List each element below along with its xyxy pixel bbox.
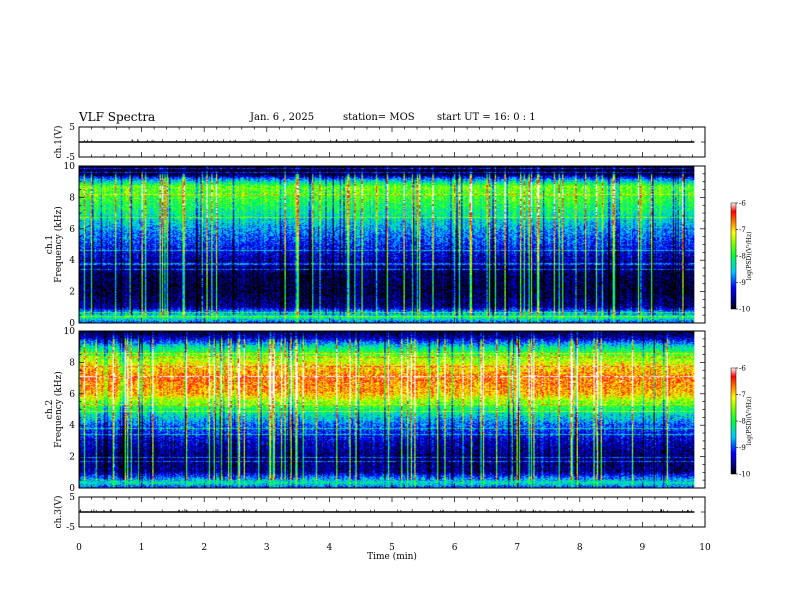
ch2-spectrogram-ytick-label: 8 — [69, 358, 75, 368]
ch1-waveform-ytick-label: 5 — [69, 123, 75, 133]
ch2-spectrogram-colorbar-tick-label: -7 — [739, 391, 746, 399]
ch1-spectrogram-ytick-label: 8 — [69, 193, 75, 203]
time-axis-tick-label: 0 — [76, 543, 82, 553]
date-label: Jan. 6 , 2025 — [250, 112, 315, 123]
ch1-spectrogram-colorbar-tick-label: -9 — [739, 279, 746, 287]
ch2-spectrogram-colorbar-tick-label: -8 — [739, 418, 746, 426]
ch1-waveform-ytick-label: -5 — [66, 153, 75, 163]
ch1-spectrogram-colorbar-tick-label: -8 — [739, 253, 746, 261]
figure-title: VLF Spectra — [79, 110, 156, 124]
ch1-spectrogram-colorbar-tick-label: -10 — [739, 306, 750, 314]
ch2-spectrogram-colorbar — [730, 367, 737, 475]
time-axis-tick-label: 4 — [327, 543, 333, 553]
ch1-waveform-ylabel: ch.1(V) — [53, 126, 64, 159]
ch2-spectrogram-ytick-label: 4 — [69, 421, 75, 431]
ch2-spectrogram-colorbar-tick-label: -10 — [739, 471, 750, 479]
ch1-spectrogram-ytick-label: 0 — [69, 319, 75, 329]
ch2-spectrogram-ytick-label: 0 — [69, 484, 75, 494]
ch1-spectrogram-ylabel: ch.1 — [45, 235, 55, 254]
ch1-spectrogram-ytick-label: 6 — [69, 225, 75, 235]
ch1-spectrogram-ytick-label: 10 — [64, 162, 76, 172]
time-axis-tick-label: 6 — [452, 543, 458, 553]
station-label: station= MOS — [343, 112, 415, 123]
ch3-waveform-ytick-label: 5 — [69, 493, 75, 503]
time-axis-tick-label: 1 — [139, 543, 145, 553]
time-axis-tick-label: 7 — [514, 543, 520, 553]
ch1-spectrogram-colorbar-label: log(PSD)(V²/Hz) — [746, 232, 753, 281]
ch2-spectrogram-image — [79, 331, 695, 488]
time-axis-tick-label: 3 — [264, 543, 270, 553]
time-axis-label: Time (min) — [367, 551, 417, 562]
ch1-spectrogram-colorbar — [730, 202, 737, 310]
ch2-spectrogram-ytick-label: 6 — [69, 390, 75, 400]
colorbars: -6 -7 -8 -9 -10 log(PSD)(V²/Hz) -6 -7 -8 -9 -10 log… — [730, 200, 753, 479]
ch1-spectrogram-colorbar-tick-label: -6 — [739, 200, 746, 208]
ch2-spectrogram-ylabel: ch.2 — [45, 400, 55, 419]
time-axis-tick-label: 2 — [201, 543, 207, 553]
time-axis-tick-label: 10 — [699, 543, 711, 553]
ch1-spectrogram-ytick-label: 2 — [69, 288, 75, 298]
ch2-spectrogram-colorbar-tick-label: -6 — [739, 365, 746, 373]
time-axis-tick-label: 5 — [389, 543, 395, 553]
axis-ticks — [78, 126, 706, 528]
time-axis-tick-label: 8 — [577, 543, 583, 553]
ch3-waveform-ylabel: ch.3(V) — [53, 496, 64, 529]
ch3-waveform-ytick-label: -5 — [66, 523, 75, 533]
ch2-spectrogram-ytick-label: 2 — [69, 453, 75, 463]
ch2-spectrogram-ytick-label: 10 — [64, 327, 76, 337]
start-ut-label: start UT = 16: 0 : 1 — [437, 112, 536, 123]
spectrogram-images — [79, 166, 695, 488]
waveform-traces — [79, 139, 695, 513]
ch1-spectrogram-ytick-label: 4 — [69, 256, 75, 266]
ch2-spectrogram-ylabel-unit: Frequency (kHz) — [53, 371, 64, 448]
ch1-spectrogram-ylabel-unit: Frequency (kHz) — [53, 206, 64, 283]
ch1-spectrogram-colorbar-tick-label: -7 — [739, 226, 746, 234]
time-axis-tick-label: 9 — [640, 543, 646, 553]
ch1-spectrogram-image — [79, 166, 695, 323]
ch2-spectrogram-colorbar-label: log(PSD)(V²/Hz) — [746, 397, 753, 446]
ch2-spectrogram-colorbar-tick-label: -9 — [739, 444, 746, 452]
